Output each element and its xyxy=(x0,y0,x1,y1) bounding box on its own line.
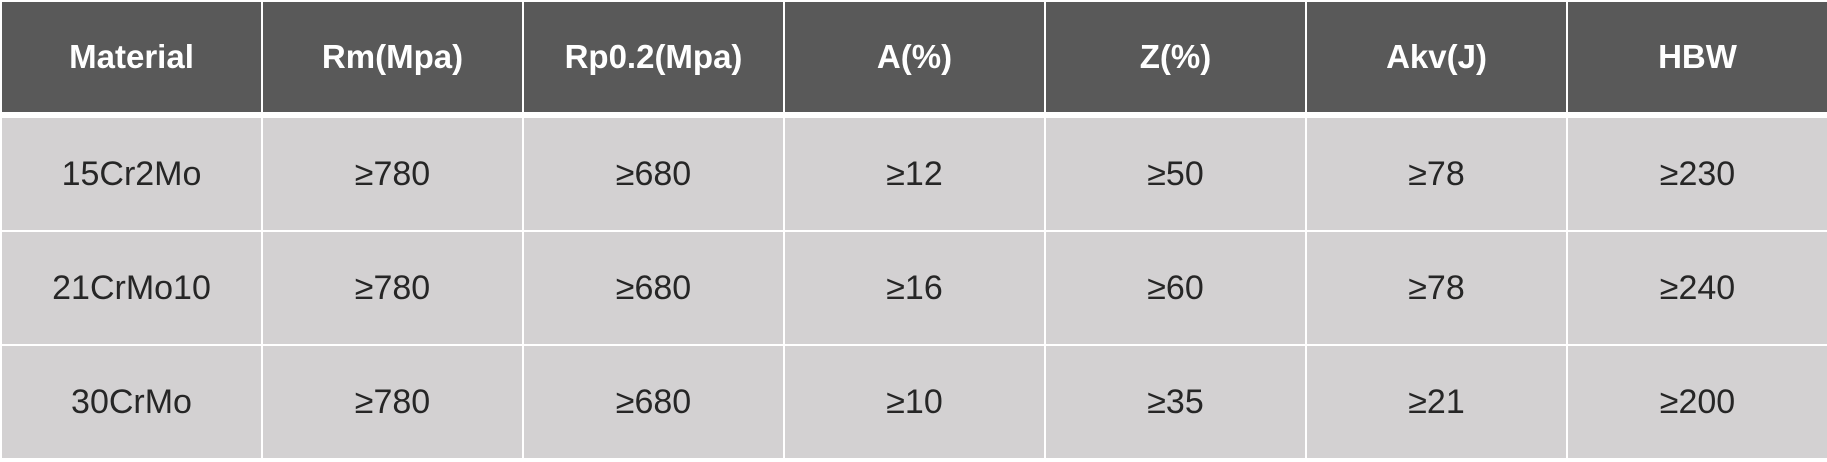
table-header: Material Rm(Mpa) Rp0.2(Mpa) A(%) Z(%) Ak… xyxy=(0,0,1827,116)
header-akv: Akv(J) xyxy=(1305,0,1568,116)
cell-akv: ≥21 xyxy=(1305,344,1568,460)
header-row: Material Rm(Mpa) Rp0.2(Mpa) A(%) Z(%) Ak… xyxy=(0,0,1827,116)
cell-akv: ≥78 xyxy=(1305,230,1568,346)
cell-material: 21CrMo10 xyxy=(0,230,263,346)
cell-rm: ≥780 xyxy=(261,344,524,460)
table-row: 21CrMo10 ≥780 ≥680 ≥16 ≥60 ≥78 ≥240 xyxy=(0,230,1827,346)
header-a: A(%) xyxy=(783,0,1046,116)
cell-a: ≥12 xyxy=(783,114,1046,232)
header-material: Material xyxy=(0,0,263,116)
cell-akv: ≥78 xyxy=(1305,114,1568,232)
cell-hbw: ≥200 xyxy=(1566,344,1827,460)
header-rp02: Rp0.2(Mpa) xyxy=(522,0,785,116)
cell-a: ≥10 xyxy=(783,344,1046,460)
table-row: 15Cr2Mo ≥780 ≥680 ≥12 ≥50 ≥78 ≥230 xyxy=(0,114,1827,232)
cell-a: ≥16 xyxy=(783,230,1046,346)
cell-material: 15Cr2Mo xyxy=(0,114,263,232)
header-rm: Rm(Mpa) xyxy=(261,0,524,116)
cell-hbw: ≥230 xyxy=(1566,114,1827,232)
cell-z: ≥60 xyxy=(1044,230,1307,346)
header-z: Z(%) xyxy=(1044,0,1307,116)
table-body: 15Cr2Mo ≥780 ≥680 ≥12 ≥50 ≥78 ≥230 21CrM… xyxy=(0,114,1827,460)
cell-material: 30CrMo xyxy=(0,344,263,460)
cell-z: ≥50 xyxy=(1044,114,1307,232)
cell-rm: ≥780 xyxy=(261,230,524,346)
cell-rp02: ≥680 xyxy=(522,230,785,346)
cell-hbw: ≥240 xyxy=(1566,230,1827,346)
header-hbw: HBW xyxy=(1566,0,1827,116)
table-row: 30CrMo ≥780 ≥680 ≥10 ≥35 ≥21 ≥200 xyxy=(0,344,1827,460)
cell-rp02: ≥680 xyxy=(522,114,785,232)
cell-rp02: ≥680 xyxy=(522,344,785,460)
cell-z: ≥35 xyxy=(1044,344,1307,460)
cell-rm: ≥780 xyxy=(261,114,524,232)
